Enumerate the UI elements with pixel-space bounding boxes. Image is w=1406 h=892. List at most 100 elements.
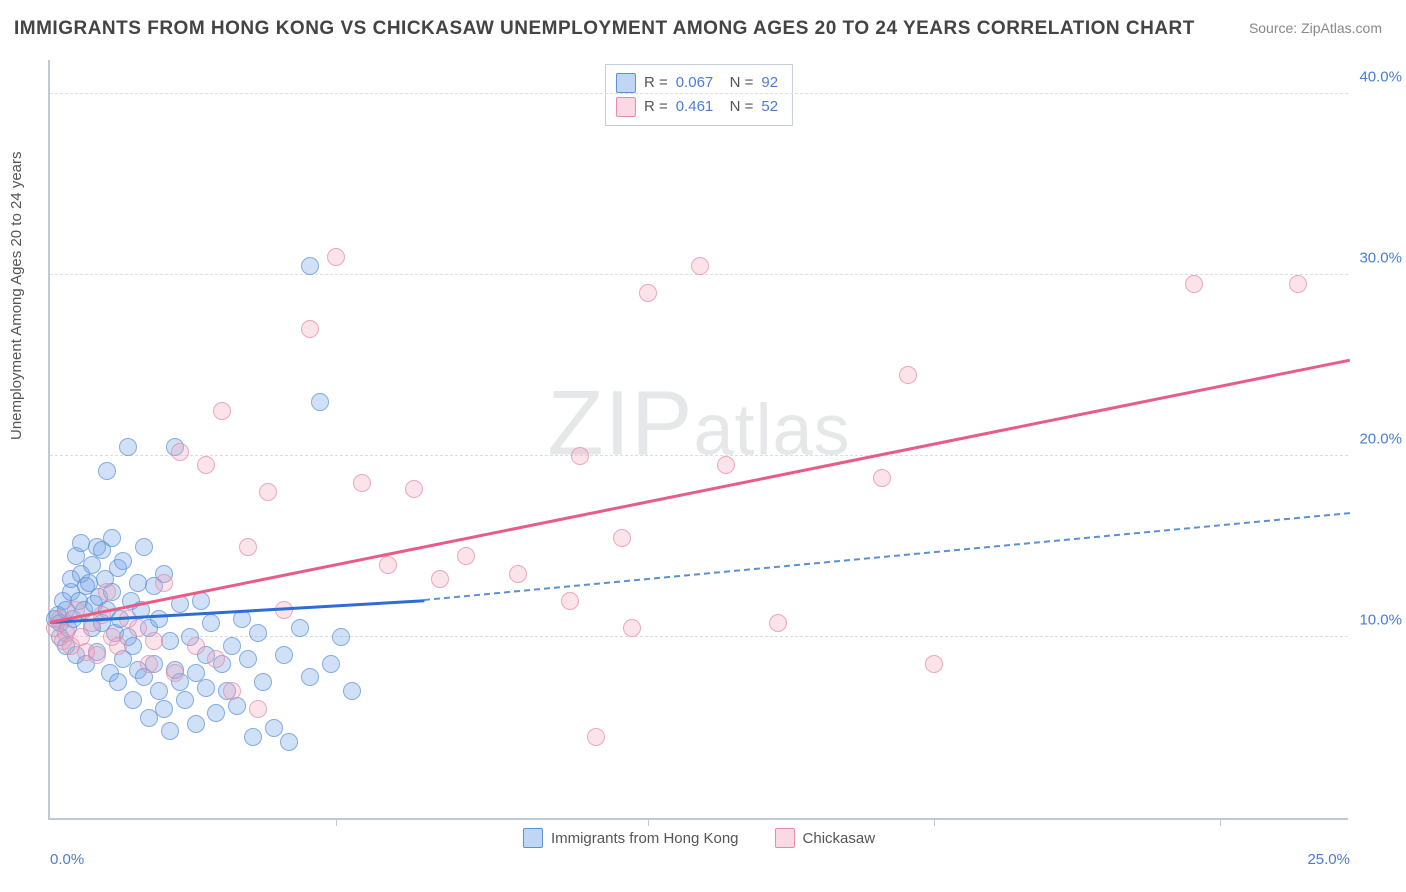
scatter-point (1289, 275, 1307, 293)
scatter-point (150, 682, 168, 700)
scatter-point (405, 480, 423, 498)
y-tick-label: 20.0% (1359, 431, 1402, 448)
gridline (50, 455, 1348, 456)
scatter-plot-area: ZIPatlas R = 0.067 N = 92 R = 0.461 N = … (48, 60, 1348, 820)
scatter-point (155, 700, 173, 718)
scatter-point (207, 704, 225, 722)
legend-label-series2: Chickasaw (803, 830, 876, 847)
source-attribution: Source: ZipAtlas.com (1249, 20, 1382, 36)
scatter-point (265, 719, 283, 737)
scatter-point (239, 538, 257, 556)
scatter-point (769, 614, 787, 632)
scatter-point (873, 469, 891, 487)
scatter-point (176, 691, 194, 709)
scatter-point (207, 650, 225, 668)
legend-item-series2: Chickasaw (775, 828, 876, 848)
trendline (424, 512, 1350, 601)
swatch-series1 (616, 73, 636, 93)
x-tick (1220, 818, 1221, 826)
swatch-series1 (523, 828, 543, 848)
gridline (50, 636, 1348, 637)
scatter-point (239, 650, 257, 668)
scatter-point (327, 248, 345, 266)
n-value-series1: 92 (761, 71, 778, 95)
scatter-point (623, 619, 641, 637)
scatter-point (103, 529, 121, 547)
scatter-point (155, 574, 173, 592)
scatter-point (98, 583, 116, 601)
trendline (50, 359, 1351, 624)
scatter-point (332, 628, 350, 646)
scatter-point (223, 637, 241, 655)
scatter-point (343, 682, 361, 700)
r-value-series2: 0.461 (676, 95, 714, 119)
scatter-point (301, 320, 319, 338)
scatter-point (431, 570, 449, 588)
scatter-point (119, 438, 137, 456)
n-label: N = (721, 71, 753, 95)
scatter-point (161, 722, 179, 740)
watermark: ZIPatlas (547, 371, 850, 476)
scatter-point (254, 673, 272, 691)
bottom-legend: Immigrants from Hong Kong Chickasaw (523, 828, 875, 848)
scatter-point (202, 614, 220, 632)
y-tick-label: 30.0% (1359, 250, 1402, 267)
scatter-point (301, 257, 319, 275)
chart-title: IMMIGRANTS FROM HONG KONG VS CHICKASAW U… (14, 18, 1195, 40)
scatter-point (322, 655, 340, 673)
scatter-point (311, 393, 329, 411)
r-label: R = (644, 71, 668, 95)
y-tick-label: 40.0% (1359, 69, 1402, 86)
scatter-point (135, 538, 153, 556)
scatter-point (197, 456, 215, 474)
scatter-point (223, 682, 241, 700)
scatter-point (124, 691, 142, 709)
correlation-stats-box: R = 0.067 N = 92 R = 0.461 N = 52 (605, 64, 793, 126)
watermark-part1: ZIP (547, 372, 693, 474)
legend-label-series1: Immigrants from Hong Kong (551, 830, 739, 847)
scatter-point (509, 565, 527, 583)
scatter-point (561, 592, 579, 610)
scatter-point (1185, 275, 1203, 293)
scatter-point (353, 474, 371, 492)
y-tick-label: 10.0% (1359, 612, 1402, 629)
stats-row-series1: R = 0.067 N = 92 (616, 71, 778, 95)
scatter-point (275, 646, 293, 664)
scatter-point (925, 655, 943, 673)
x-tick-label: 0.0% (50, 851, 84, 868)
scatter-point (98, 462, 116, 480)
n-label: N = (721, 95, 753, 119)
x-tick (934, 818, 935, 826)
scatter-point (213, 402, 231, 420)
scatter-point (197, 679, 215, 697)
scatter-point (187, 637, 205, 655)
scatter-point (187, 715, 205, 733)
scatter-point (124, 637, 142, 655)
scatter-point (457, 547, 475, 565)
n-value-series2: 52 (761, 95, 778, 119)
scatter-point (129, 619, 147, 637)
scatter-point (571, 447, 589, 465)
x-tick (648, 818, 649, 826)
gridline (50, 93, 1348, 94)
scatter-point (114, 552, 132, 570)
scatter-point (301, 668, 319, 686)
scatter-point (717, 456, 735, 474)
scatter-point (140, 655, 158, 673)
scatter-point (587, 728, 605, 746)
r-value-series1: 0.067 (676, 71, 714, 95)
scatter-point (249, 624, 267, 642)
scatter-point (88, 646, 106, 664)
swatch-series2 (775, 828, 795, 848)
x-tick-label: 25.0% (1307, 851, 1350, 868)
scatter-point (249, 700, 267, 718)
y-axis-label: Unemployment Among Ages 20 to 24 years (8, 151, 25, 440)
stats-row-series2: R = 0.461 N = 52 (616, 95, 778, 119)
x-tick (336, 818, 337, 826)
scatter-point (150, 610, 168, 628)
scatter-point (899, 366, 917, 384)
scatter-point (109, 637, 127, 655)
scatter-point (166, 664, 184, 682)
scatter-point (280, 733, 298, 751)
swatch-series2 (616, 97, 636, 117)
